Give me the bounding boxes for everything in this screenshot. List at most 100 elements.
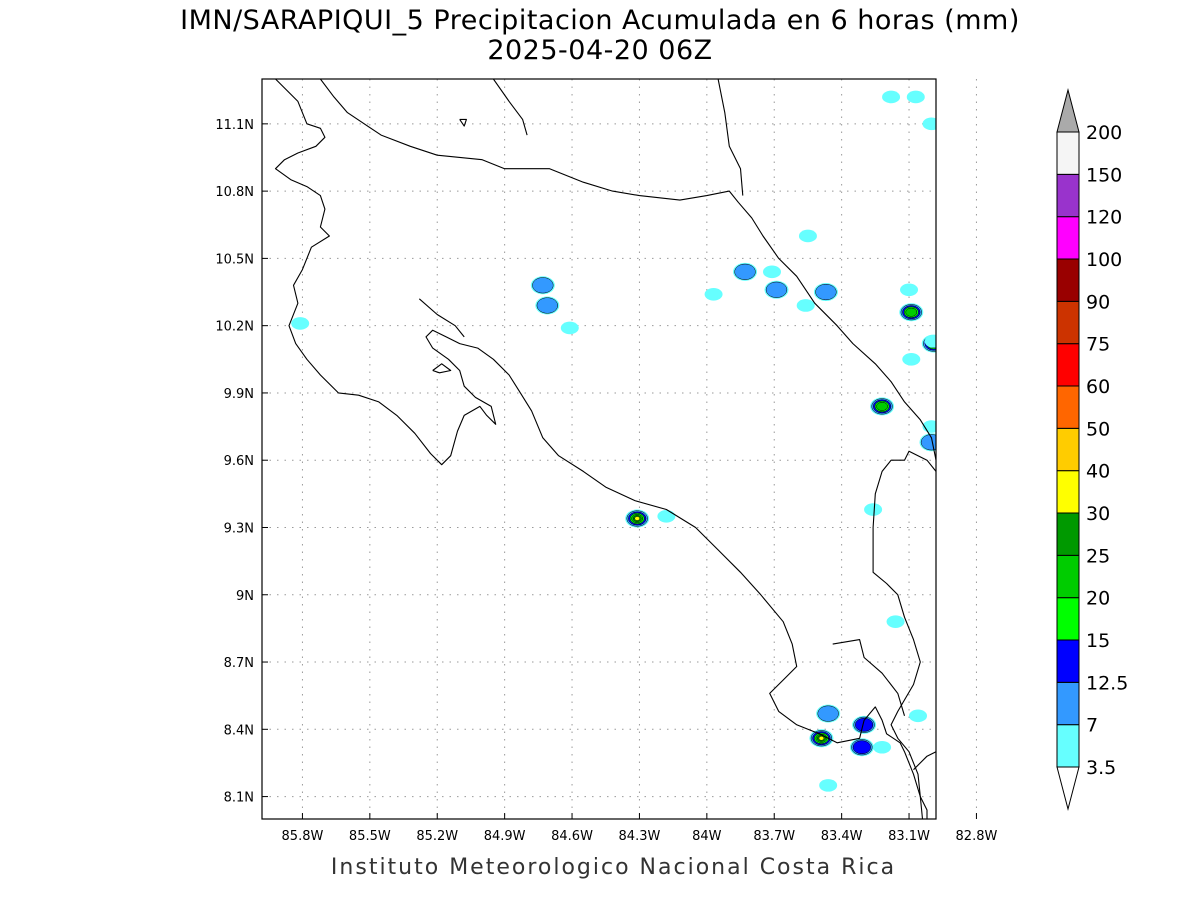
map-title: IMN/SARAPIQUI_5 Precipitacion Acumulada … xyxy=(180,5,1020,36)
colorbar-legend: 3.5 7 12.5 15 20 25 30 40 50 60 75 90 100 120 150 200 xyxy=(1056,88,1128,811)
precip-contour xyxy=(798,229,817,243)
precip-contour xyxy=(864,503,883,516)
precip-contour xyxy=(922,117,936,131)
precip-contour xyxy=(634,516,640,521)
tick-label-lat: 9N xyxy=(236,589,254,604)
precip-cell xyxy=(882,90,901,104)
coastlines xyxy=(274,79,936,819)
tick-label-lon: 84.9W xyxy=(484,829,526,844)
colorbar-label: 200 xyxy=(1086,122,1122,144)
colorbar-label: 75 xyxy=(1086,334,1110,356)
precip-contour xyxy=(882,90,901,104)
tick-label-lat: 9.6N xyxy=(224,454,254,469)
precip-contour xyxy=(536,297,558,314)
colorbar-label: 90 xyxy=(1086,291,1110,313)
longitude-axis: 85.8W 85.5W 85.2W 84.9W 84.6W 84.3W 84W 83.7W 83… xyxy=(282,813,998,844)
precip-cell xyxy=(852,715,877,734)
tick-label-lat: 8.1N xyxy=(224,791,254,806)
colorbar-label: 120 xyxy=(1086,207,1122,229)
precip-cell xyxy=(864,503,883,516)
colorbar-top-arrow xyxy=(1056,88,1080,133)
colorbar-swatch xyxy=(1056,173,1080,218)
colorbar-label: 15 xyxy=(1086,630,1110,652)
tick-label-lon: 82.8W xyxy=(956,829,998,844)
precip-cell xyxy=(886,615,905,628)
footer-credit: Instituto Meteorologico Nacional Costa R… xyxy=(330,855,897,880)
coastline xyxy=(492,79,528,136)
colorbar-label: 30 xyxy=(1086,503,1110,525)
colorbar-label: 12.5 xyxy=(1086,672,1128,694)
precip-cell xyxy=(909,709,928,723)
tick-label-lat: 11.1N xyxy=(215,118,254,133)
tick-label-lat: 10.2N xyxy=(215,320,254,335)
colorbar-label: 3.5 xyxy=(1086,757,1116,779)
precip-contour xyxy=(796,299,815,312)
colorbar-swatch xyxy=(1056,724,1080,768)
precip-cell xyxy=(899,303,924,322)
precip-contour xyxy=(734,263,756,280)
precip-cell xyxy=(922,117,936,131)
colorbar-label: 150 xyxy=(1086,164,1122,186)
coastline xyxy=(418,298,465,338)
precip-cell xyxy=(849,738,874,757)
colorbar-label: 40 xyxy=(1086,461,1110,483)
precip-cell xyxy=(733,262,758,281)
precip-cell xyxy=(819,779,838,792)
precip-contour xyxy=(886,615,905,628)
precip-cell xyxy=(764,280,789,299)
map-subtitle-date: 2025-04-20 06Z xyxy=(487,35,713,66)
colorbar-swatch xyxy=(1056,639,1080,683)
precip-contour xyxy=(704,287,723,301)
colorbar-label: 50 xyxy=(1086,418,1110,440)
precip-cell xyxy=(938,91,956,104)
colorbar-swatch xyxy=(1056,131,1080,175)
precip-cell xyxy=(902,353,921,366)
precip-cell xyxy=(900,283,919,297)
precip-cell xyxy=(625,509,650,528)
precip-contour xyxy=(291,317,310,330)
precip-cell xyxy=(919,433,936,452)
precip-contour xyxy=(905,307,918,317)
precip-cell xyxy=(796,299,815,312)
precip-cell xyxy=(813,283,838,302)
colorbar-swatch xyxy=(1056,385,1080,429)
coastline xyxy=(717,79,744,196)
colorbar-swatch xyxy=(1056,681,1080,726)
tick-label-lat: 8.7N xyxy=(224,656,254,671)
precip-contour xyxy=(920,434,936,451)
precip-contour xyxy=(818,736,825,741)
precip-cell xyxy=(560,321,579,335)
precip-cell xyxy=(291,317,310,330)
precip-cell xyxy=(657,509,676,523)
plot-area xyxy=(262,79,936,819)
precip-cell xyxy=(809,729,834,748)
tick-label-lat: 10.8N xyxy=(215,185,254,200)
colorbar-swatch xyxy=(1056,216,1080,260)
precip-cell xyxy=(873,740,892,754)
precip-contour xyxy=(852,740,871,755)
tick-label-lon: 84W xyxy=(692,829,722,844)
precip-contour xyxy=(657,509,676,523)
plot-frame xyxy=(261,78,937,820)
tick-label-lon: 85.5W xyxy=(349,829,391,844)
precip-cell xyxy=(922,420,936,433)
precip-contour xyxy=(924,335,936,348)
precip-cell xyxy=(816,704,841,723)
precip-cell xyxy=(870,397,895,416)
colorbar-swatch xyxy=(1056,597,1080,641)
precip-contour xyxy=(909,709,928,723)
tick-label-lon: 83.4W xyxy=(821,829,863,844)
precip-contour xyxy=(855,717,874,732)
colorbar-swatch xyxy=(1056,343,1080,387)
precip-contour xyxy=(876,401,888,411)
precip-contour xyxy=(762,265,781,279)
tick-label-lat: 9.3N xyxy=(224,521,254,536)
precip-contour xyxy=(906,90,925,104)
tick-label-lon: 85.2W xyxy=(416,829,458,844)
colorbar-swatch xyxy=(1056,427,1080,472)
coastline xyxy=(319,79,936,461)
precip-cell xyxy=(530,276,555,295)
coastline xyxy=(832,639,906,716)
precip-contour xyxy=(532,277,554,294)
precip-cell xyxy=(704,287,723,301)
